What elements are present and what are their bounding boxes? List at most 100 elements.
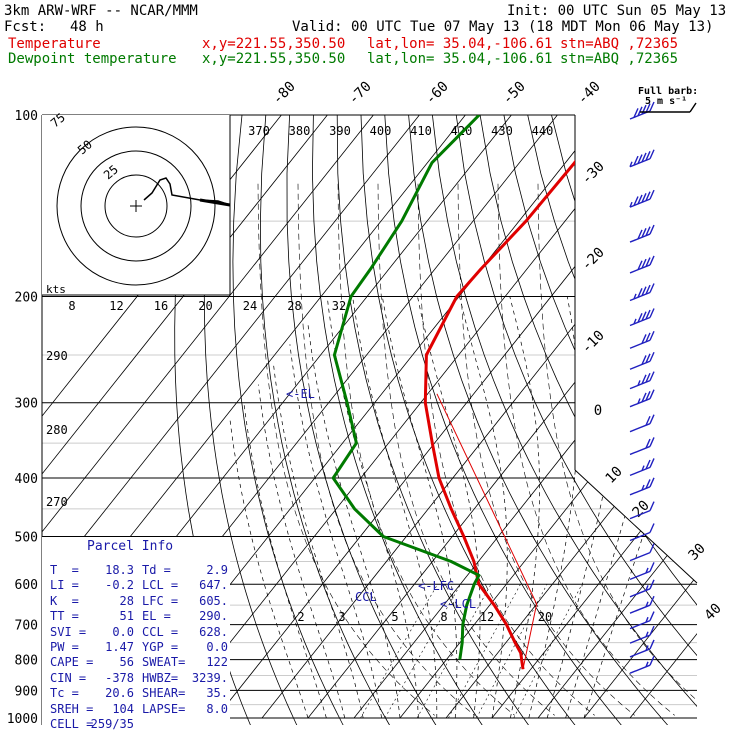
wind-barb-flag [649, 543, 655, 553]
sounding-traces [331, 115, 612, 670]
hodograph-origin [130, 200, 142, 212]
dewpoint-latlon: lat,lon= 35.04,-106.61 [367, 51, 553, 67]
wind-barb [629, 501, 655, 520]
wind-barb [629, 351, 655, 370]
dry-adiabat [598, 115, 697, 725]
wind-barb-flag [641, 355, 647, 365]
wind-barb-flag [641, 334, 647, 344]
wind-barb-flag [649, 611, 655, 621]
barb-legend-value: 5 m s⁻¹ [645, 96, 687, 107]
pressure-label: 900 [15, 684, 38, 699]
wind-barb-flag [649, 625, 655, 636]
moist-adiabat [381, 296, 458, 719]
dry-adiabat [455, 115, 697, 725]
isotherm-label: 40 [702, 601, 725, 624]
theta-e-line [337, 183, 515, 716]
wind-barb-half [637, 380, 641, 386]
mixing-ratio-line [360, 584, 438, 719]
wind-barb-half [641, 465, 645, 471]
theta-e-line [497, 183, 675, 716]
wind-barb [629, 255, 655, 274]
wind-barb-staff [629, 339, 651, 349]
parcel-info-value: 18.3 [105, 563, 134, 577]
wind-barb-flag [649, 595, 655, 606]
hodograph-trace-bold [199, 198, 231, 207]
wind-barb-flag [637, 154, 643, 164]
wind-barb [629, 224, 655, 243]
isotherm-label: -10 [579, 328, 608, 357]
hodograph-units: kts [46, 283, 66, 296]
moist-adiabat [243, 402, 327, 719]
wind-barb-staff [629, 509, 651, 520]
wind-barb-flag [649, 389, 655, 399]
hodograph-ring [80, 150, 192, 262]
parcel-info-value: 3239. [191, 670, 228, 685]
parcel-info-value: 2.9 [206, 563, 228, 577]
isotherm-line [42, 115, 420, 719]
parcel-info-label: LCL = [142, 578, 179, 593]
dry-adiabat [384, 115, 627, 725]
wind-barb [629, 437, 655, 456]
wind-barb-half [629, 201, 633, 208]
wind-barb-half [645, 585, 649, 591]
moist-adiabat [289, 344, 382, 719]
wind-barb-flag [641, 258, 647, 269]
dry-adiabat [311, 115, 487, 725]
wind-barb-flag [649, 255, 655, 266]
wind-barb-flag [637, 288, 643, 298]
parcel-info-label: YGP = [142, 640, 179, 654]
wind-barb-flag [649, 149, 655, 160]
isotherm-line [583, 115, 697, 719]
parcel-info-label: LI = [50, 578, 79, 593]
mixing-ratio-label: 2 [297, 610, 304, 624]
mixing-ratio-label: 12 [480, 610, 494, 624]
parcel-info-value: 51 [119, 609, 134, 624]
moist-adiabat [273, 365, 364, 719]
el-annotation: <-EL [286, 387, 315, 401]
mixing-ratio-line [513, 584, 583, 719]
wind-barb [629, 579, 655, 598]
theta-e-label: 430 [491, 124, 513, 138]
wind-barb-flag [641, 374, 647, 385]
wind-barb-flag [641, 286, 647, 297]
dry-adiabat [259, 115, 394, 725]
wind-barb-flag [649, 224, 655, 235]
mixing-ratio-label: 28 [287, 299, 301, 313]
wind-barb-staff [629, 531, 651, 542]
isotherm-label: 30 [686, 541, 709, 564]
temperature-trace [423, 115, 612, 670]
parcel-info-label: CELL = [50, 717, 94, 731]
wind-barb-flag [645, 438, 651, 449]
parcel-info-value: -0.2 [105, 578, 134, 593]
wind-barb-half [637, 398, 641, 404]
theta-e-line [537, 183, 697, 716]
isotherm-line [629, 115, 697, 719]
pressure-label: 300 [15, 397, 38, 412]
moist-adiabat [509, 296, 540, 719]
moist-adiabat [229, 419, 309, 719]
wind-barb-flag [649, 437, 655, 447]
wind-barb-flag [649, 283, 655, 293]
model-title: 3km ARW-WRF -- NCAR/MMM [4, 3, 198, 19]
wind-barb [629, 283, 655, 302]
pressure-label: 200 [15, 291, 38, 306]
wind-barb-half [641, 484, 645, 491]
isotherm-label: -60 [423, 79, 452, 108]
isotherm-label: -30 [579, 159, 608, 188]
parcel-info-label: LAPSE= [142, 701, 186, 716]
wind-barb [629, 477, 655, 496]
isotherm-label: -40 [575, 79, 604, 108]
isotherm-label: 10 [603, 464, 626, 487]
wind-barb-flag [649, 579, 655, 590]
wind-barb [629, 655, 655, 674]
wind-barb-flag [649, 330, 655, 341]
dry-adiabat [551, 115, 697, 725]
wind-barb-half [645, 661, 649, 668]
wind-barbs [629, 101, 655, 674]
theta-e-line [297, 183, 475, 716]
parcel-info-label: LFC = [142, 593, 179, 608]
theta-e-label: 410 [410, 124, 432, 138]
parcel-info-value: 0.0 [206, 640, 228, 654]
